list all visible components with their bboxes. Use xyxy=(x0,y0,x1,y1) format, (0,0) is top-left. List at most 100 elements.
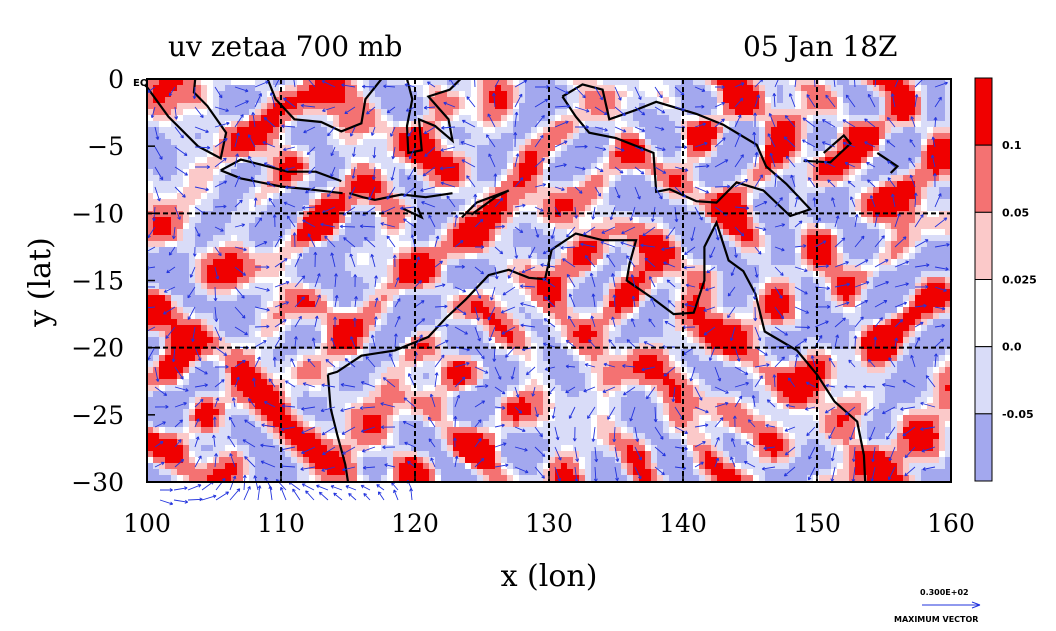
field-cell xyxy=(921,133,927,139)
field-cell xyxy=(339,319,363,325)
field-cell xyxy=(927,145,951,151)
field-cell xyxy=(195,79,201,85)
field-cell xyxy=(921,103,927,109)
wind-vector xyxy=(914,303,927,308)
field-cell xyxy=(699,325,741,331)
wind-vector xyxy=(372,146,377,159)
field-cell xyxy=(363,85,369,91)
field-cell xyxy=(897,361,933,367)
field-cell xyxy=(777,385,819,391)
wind-vector xyxy=(394,333,398,348)
field-cell xyxy=(939,175,951,181)
field-cell xyxy=(297,271,351,277)
field-cell xyxy=(891,235,897,241)
field-cell xyxy=(327,379,339,385)
field-cell xyxy=(513,91,519,97)
field-cell xyxy=(705,337,747,343)
field-cell xyxy=(657,223,663,229)
field-cell xyxy=(363,421,381,427)
wind-vector xyxy=(614,466,619,482)
field-cell xyxy=(525,157,537,163)
field-cell xyxy=(279,175,291,181)
field-cell xyxy=(849,337,855,343)
wind-vector xyxy=(806,426,816,437)
field-cell xyxy=(489,97,507,103)
field-cell xyxy=(573,229,591,235)
field-cell xyxy=(273,289,279,295)
field-cell xyxy=(201,217,231,223)
field-cell xyxy=(507,301,531,307)
field-cell xyxy=(747,451,753,457)
wind-vector xyxy=(154,441,164,448)
wind-vector xyxy=(614,146,625,152)
field-cell xyxy=(381,97,423,103)
wind-vector xyxy=(214,157,227,168)
wind-vector xyxy=(830,446,836,462)
field-cell xyxy=(225,403,231,409)
field-cell xyxy=(693,451,699,457)
field-cell xyxy=(795,295,801,301)
field-cell xyxy=(147,283,159,289)
field-cell xyxy=(693,379,699,385)
field-cell xyxy=(147,391,153,397)
wind-vector xyxy=(154,461,165,468)
field-cell xyxy=(147,181,153,187)
field-cell xyxy=(441,259,447,265)
wind-vector xyxy=(160,488,173,492)
wind-vector xyxy=(274,280,290,288)
field-cell xyxy=(573,175,585,181)
wind-vector xyxy=(474,326,481,342)
field-cell xyxy=(819,439,831,445)
field-cell xyxy=(945,427,951,433)
wind-vector xyxy=(554,186,565,191)
field-cell xyxy=(771,331,849,337)
field-cell xyxy=(741,391,759,397)
field-cell xyxy=(831,91,837,97)
wind-vector xyxy=(849,426,856,441)
field-cell xyxy=(207,271,243,277)
field-cell xyxy=(939,313,951,319)
field-cell xyxy=(147,319,177,325)
field-cell xyxy=(597,391,603,397)
field-cell xyxy=(729,121,735,127)
field-cell xyxy=(837,79,849,85)
field-cell xyxy=(477,211,501,217)
field-cell xyxy=(189,361,195,367)
field-cell xyxy=(291,397,297,403)
field-cell xyxy=(471,355,483,361)
field-cell xyxy=(285,379,297,385)
field-cell xyxy=(387,181,393,187)
field-cell xyxy=(831,463,837,469)
field-cell xyxy=(429,463,435,469)
field-cell xyxy=(399,355,405,361)
field-cell xyxy=(675,301,681,307)
field-cell xyxy=(639,313,669,319)
field-cell xyxy=(429,373,435,379)
field-cell xyxy=(603,181,609,187)
wind-vector xyxy=(921,446,936,453)
field-cell xyxy=(183,229,195,235)
field-cell xyxy=(441,145,447,151)
wind-vector xyxy=(165,326,176,339)
field-cell xyxy=(573,355,579,361)
wind-vector xyxy=(280,486,287,501)
wind-vector xyxy=(452,437,457,448)
field-cell xyxy=(681,235,723,241)
field-cell xyxy=(465,163,471,169)
field-cell xyxy=(675,91,711,97)
field-cell xyxy=(927,193,939,199)
field-cell xyxy=(447,409,453,415)
wind-vector xyxy=(910,116,916,128)
field-cell xyxy=(945,457,951,463)
wind-vector xyxy=(931,136,936,148)
field-cell xyxy=(525,331,531,337)
field-cell xyxy=(717,475,741,481)
wind-vector xyxy=(514,203,526,208)
field-cell xyxy=(657,415,663,421)
field-cell xyxy=(507,433,543,439)
field-cell xyxy=(489,241,495,247)
field-cell xyxy=(885,397,915,403)
field-cell xyxy=(747,187,753,193)
field-cell xyxy=(621,463,627,469)
wind-vector xyxy=(620,241,636,248)
